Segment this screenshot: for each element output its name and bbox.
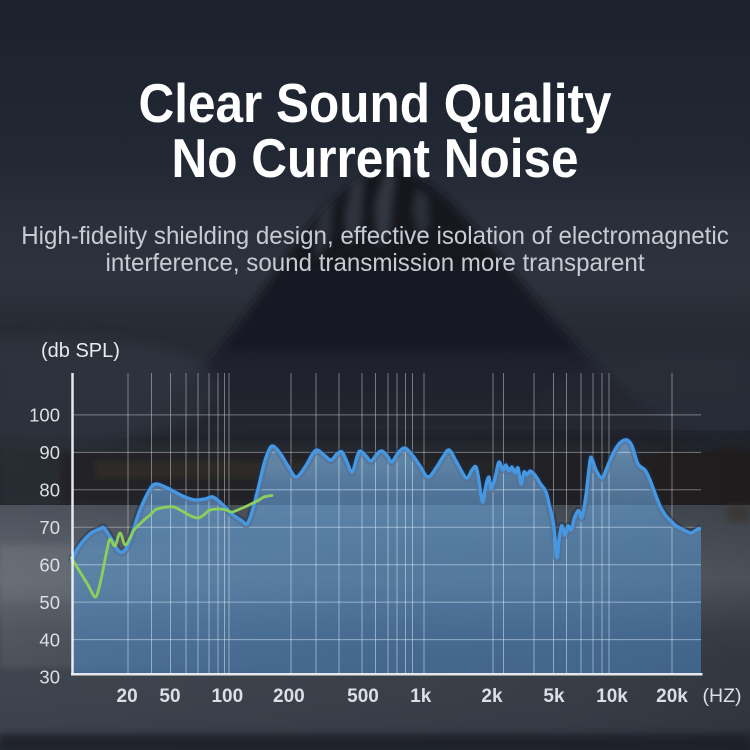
svg-text:20: 20 bbox=[117, 686, 138, 707]
svg-text:40: 40 bbox=[39, 629, 60, 650]
svg-text:50: 50 bbox=[39, 592, 60, 613]
svg-text:1k: 1k bbox=[410, 686, 432, 707]
svg-text:80: 80 bbox=[39, 480, 60, 501]
svg-text:90: 90 bbox=[39, 442, 60, 463]
svg-text:20k: 20k bbox=[656, 686, 688, 707]
svg-text:5k: 5k bbox=[543, 686, 565, 707]
svg-text:100: 100 bbox=[211, 686, 243, 707]
svg-text:(HZ): (HZ) bbox=[703, 685, 742, 707]
svg-text:70: 70 bbox=[39, 517, 60, 538]
svg-text:50: 50 bbox=[159, 686, 180, 707]
svg-text:200: 200 bbox=[273, 686, 305, 707]
svg-text:30: 30 bbox=[39, 667, 60, 688]
svg-text:500: 500 bbox=[347, 686, 379, 707]
svg-text:2k: 2k bbox=[481, 686, 503, 707]
svg-text:10k: 10k bbox=[596, 686, 628, 707]
svg-text:100: 100 bbox=[29, 405, 60, 426]
svg-text:60: 60 bbox=[39, 555, 60, 576]
svg-text:(db SPL): (db SPL) bbox=[41, 340, 120, 362]
